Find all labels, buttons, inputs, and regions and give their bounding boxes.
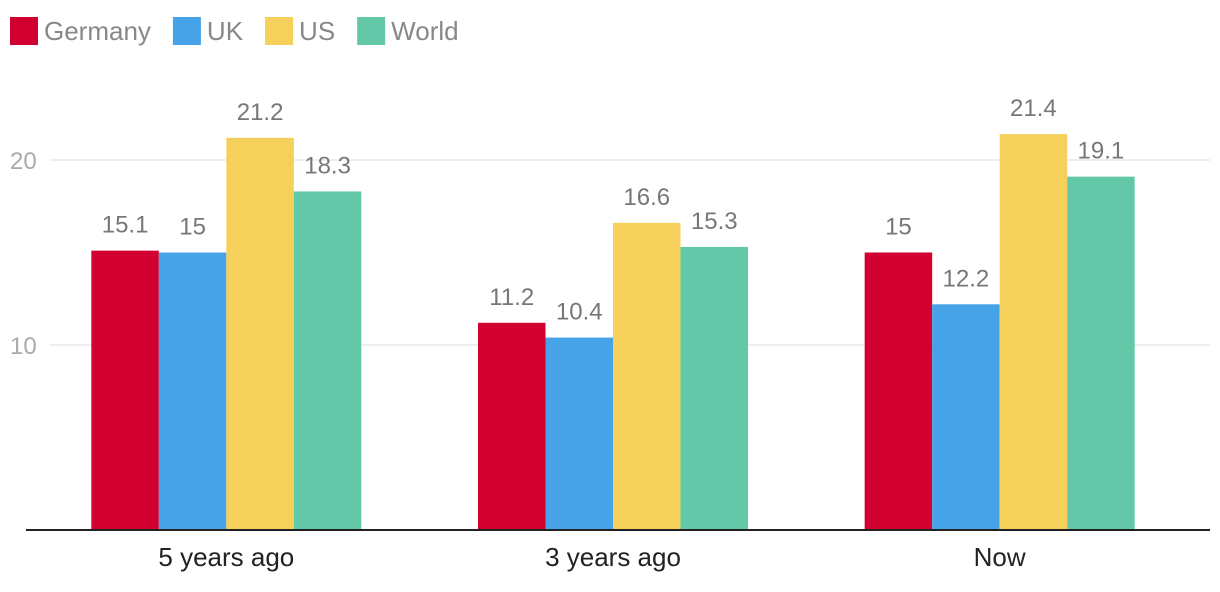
value-label-us-2: 21.4 xyxy=(1010,95,1057,122)
bar-uk-2 xyxy=(932,304,1000,530)
bar-world-0 xyxy=(293,191,362,530)
value-label-germany-2: 15 xyxy=(885,214,912,241)
bar-world-2 xyxy=(1067,176,1135,530)
value-label-world-2: 19.1 xyxy=(1078,138,1125,165)
legend-label-germany: Germany xyxy=(44,16,151,46)
bar-germany-1 xyxy=(478,322,546,530)
value-labels: 15.1 15 21.2 18.3 11.2 10.4 16.6 15.3 15 12.2 21.4… xyxy=(102,95,1125,326)
y-tick-label-20: 20 xyxy=(10,148,37,175)
value-label-us-1: 16.6 xyxy=(623,184,670,211)
x-category-label-2: Now xyxy=(974,542,1026,572)
bar-world-1 xyxy=(680,246,748,530)
bar-uk-1 xyxy=(545,337,613,530)
bar-germany-2 xyxy=(864,252,933,530)
value-label-us-0: 21.2 xyxy=(237,99,284,126)
bar-us-1 xyxy=(613,222,681,530)
legend-label-world: World xyxy=(391,16,458,46)
bar-germany-0 xyxy=(91,250,159,530)
value-label-world-1: 15.3 xyxy=(691,208,738,235)
value-label-germany-1: 11.2 xyxy=(489,284,534,311)
bar-us-0 xyxy=(226,137,294,531)
legend-swatch-world xyxy=(357,17,386,45)
y-tick-label-10: 10 xyxy=(10,333,37,360)
legend-label-uk: UK xyxy=(207,16,244,46)
x-category-label-1: 3 years ago xyxy=(545,542,681,572)
value-label-uk-1: 10.4 xyxy=(556,299,603,326)
value-label-world-0: 18.3 xyxy=(304,152,351,179)
legend-swatch-uk xyxy=(172,17,201,45)
bars xyxy=(91,134,1135,531)
legend: Germany UK US World xyxy=(10,16,459,46)
legend-swatch-germany xyxy=(10,17,38,45)
value-label-uk-2: 12.2 xyxy=(943,265,990,292)
value-label-germany-0: 15.1 xyxy=(102,212,149,239)
x-axis-categories: 5 years ago 3 years ago Now xyxy=(158,542,1025,572)
x-category-label-0: 5 years ago xyxy=(158,542,294,572)
bar-us-2 xyxy=(999,134,1068,530)
bar-uk-0 xyxy=(158,252,227,530)
legend-label-us: US xyxy=(299,16,335,46)
y-axis-ticks: 10 20 xyxy=(10,148,37,360)
legend-swatch-us xyxy=(265,17,294,45)
value-label-uk-0: 15 xyxy=(179,214,206,241)
